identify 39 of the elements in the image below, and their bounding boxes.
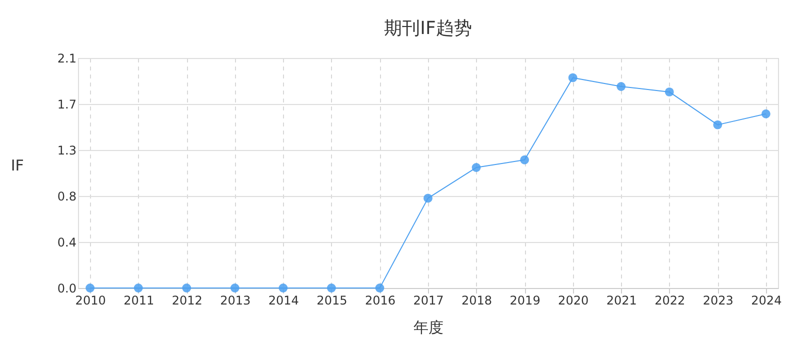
point xyxy=(664,87,674,96)
x-tick-label: 2021 xyxy=(606,294,637,308)
x-tick-label: 2015 xyxy=(316,294,348,308)
x-axis-title: 年度 xyxy=(414,318,444,336)
point xyxy=(761,109,770,118)
x-tick-label: 2022 xyxy=(654,294,686,308)
x-tick-label: 2024 xyxy=(751,294,782,308)
point xyxy=(182,284,192,292)
x-tick-label: 2010 xyxy=(75,294,106,308)
point xyxy=(134,284,143,292)
y-tick-label: 2.1 xyxy=(57,52,76,66)
point xyxy=(424,194,432,203)
y-tick-label: 0.4 xyxy=(57,236,76,250)
point xyxy=(472,163,481,172)
point xyxy=(230,284,240,292)
point xyxy=(375,284,384,292)
y-axis-title: IF xyxy=(10,156,24,174)
x-tick-label: 2017 xyxy=(413,294,444,308)
x-tick-label: 2011 xyxy=(124,294,154,308)
x-tick-label: 2013 xyxy=(220,294,251,308)
x-tick-label: 2012 xyxy=(172,294,202,308)
chart-title: 期刊IF趋势 xyxy=(384,18,472,39)
x-tick-label: 2019 xyxy=(510,294,540,308)
y-tick-label: 1.3 xyxy=(57,144,76,158)
point xyxy=(326,284,336,292)
x-tick-label: 2016 xyxy=(364,294,396,308)
x-tick-label: 2014 xyxy=(268,294,299,308)
x-tick-label: 2020 xyxy=(558,294,589,308)
x-tick-label: 2023 xyxy=(702,294,734,308)
y-tick-label: 1.7 xyxy=(57,98,76,112)
point xyxy=(520,155,530,164)
point xyxy=(278,284,288,292)
point xyxy=(713,120,722,130)
point xyxy=(86,284,95,292)
point xyxy=(568,73,578,82)
x-tick-label: 2018 xyxy=(462,294,492,308)
point xyxy=(616,82,626,91)
y-tick-label: 0.0 xyxy=(57,282,76,296)
y-tick-label: 0.8 xyxy=(57,190,76,204)
